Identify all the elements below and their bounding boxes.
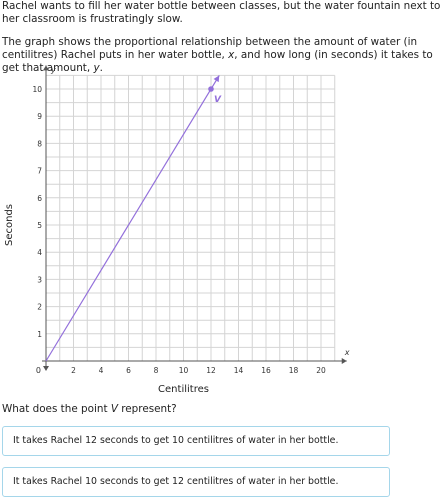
series bbox=[45, 75, 220, 362]
question-text: What does the point V represent? bbox=[2, 403, 177, 416]
x-tick-label: 12 bbox=[206, 366, 216, 375]
point-label: V bbox=[214, 95, 222, 105]
series-arrow-icon bbox=[213, 75, 220, 83]
x-axis-label: Centilitres bbox=[158, 384, 209, 395]
y-tick-label: 7 bbox=[37, 167, 42, 176]
variable-x: x bbox=[228, 49, 235, 61]
x-tick-label: 18 bbox=[289, 366, 299, 375]
x-tick-label: 16 bbox=[261, 366, 271, 375]
grid-lines bbox=[46, 74, 336, 361]
y-tick-label: 9 bbox=[37, 112, 42, 121]
y-axis-down-arrow-icon bbox=[43, 366, 49, 371]
question-before: What does the point bbox=[2, 403, 111, 415]
x-tick-label: 8 bbox=[154, 366, 159, 375]
y-tick-label: 2 bbox=[37, 303, 42, 312]
y-tick-label: 5 bbox=[37, 221, 42, 230]
point-marker bbox=[208, 86, 214, 92]
y-tick-label: 4 bbox=[37, 248, 42, 257]
y-tick-label: 8 bbox=[37, 139, 42, 148]
series-line bbox=[45, 75, 220, 362]
variable-y: y bbox=[93, 62, 100, 74]
x-tick-label: 4 bbox=[99, 366, 104, 375]
points: V bbox=[208, 86, 222, 105]
y-tick-label: 6 bbox=[37, 194, 42, 203]
answer-choice-1[interactable]: It takes Rachel 12 seconds to get 10 cen… bbox=[2, 426, 390, 456]
question-point-var: V bbox=[110, 403, 118, 415]
answer-choice-2[interactable]: It takes Rachel 10 seconds to get 12 cen… bbox=[2, 467, 390, 497]
x-axis-arrow-icon bbox=[341, 358, 347, 364]
x-tick-label: 14 bbox=[234, 366, 244, 375]
x-tick-label: 6 bbox=[126, 366, 131, 375]
y-tick-label: 3 bbox=[37, 275, 42, 284]
intro-text-a: The graph shows the proportional relatio… bbox=[2, 36, 418, 61]
intro-text-c: . bbox=[99, 62, 103, 74]
x-tick-label: 10 bbox=[179, 366, 189, 375]
intro-paragraph-1: Rachel wants to fill her water bottle be… bbox=[2, 0, 441, 25]
axis-labels: x y Centilitres Seconds bbox=[4, 65, 350, 395]
y-tick-label: 1 bbox=[37, 330, 42, 339]
y-tick-label: 10 bbox=[32, 85, 42, 94]
origin-label: 0 bbox=[36, 366, 41, 375]
axes bbox=[42, 65, 347, 371]
x-tick-label: 20 bbox=[316, 366, 326, 375]
y-axis-label: Seconds bbox=[4, 204, 15, 246]
x-tick-label: 2 bbox=[71, 366, 76, 375]
y-axis-arrow-icon bbox=[43, 65, 49, 71]
y-axis-variable: y bbox=[50, 65, 56, 74]
question-after: represent? bbox=[117, 403, 177, 415]
x-axis-variable: x bbox=[344, 348, 350, 357]
